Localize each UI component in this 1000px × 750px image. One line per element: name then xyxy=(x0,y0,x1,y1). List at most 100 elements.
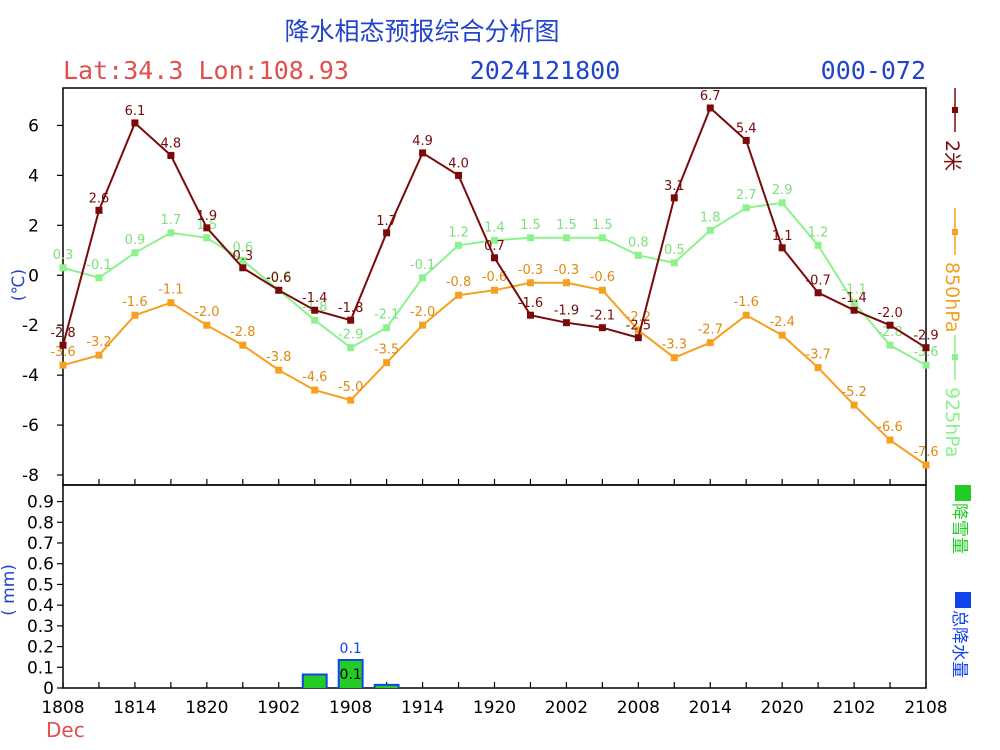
point-t925 xyxy=(383,324,391,332)
point-t850 xyxy=(886,436,894,444)
value-label-t2m: -2.1 xyxy=(590,309,615,324)
temp-ytick-label: 4 xyxy=(28,166,39,186)
value-label-t850: -2.0 xyxy=(194,305,219,320)
point-t2m xyxy=(562,319,570,327)
legend-snow-text: 降雪量 xyxy=(949,503,969,554)
temp-ytick-label: -2 xyxy=(22,316,39,336)
value-label-t850: -0.6 xyxy=(482,270,507,285)
value-label-t850: -5.2 xyxy=(841,385,866,400)
point-t925 xyxy=(670,259,678,267)
point-t925 xyxy=(203,234,211,242)
value-label-t850: -1.6 xyxy=(734,295,759,310)
xtick-label: 2108 xyxy=(904,698,947,718)
run-time-label: 2024121800 xyxy=(470,56,621,85)
total-precip-label: 0.1 xyxy=(340,641,362,657)
value-label-t2m: 4.9 xyxy=(412,134,433,149)
value-label-t2m: -1.4 xyxy=(302,291,327,306)
point-t925 xyxy=(526,234,534,242)
value-label-t925: 1.2 xyxy=(448,225,469,240)
xtick-label: 1808 xyxy=(41,698,84,718)
point-t850 xyxy=(455,291,463,299)
point-t925 xyxy=(491,236,498,244)
value-label-t2m: -2.8 xyxy=(50,326,75,341)
point-t850 xyxy=(922,461,930,469)
point-t2m xyxy=(742,136,750,144)
point-t925 xyxy=(347,344,355,352)
temperature-lines: 0.3 -0.1 0.9 1.7 1.5 0.6 -0.6 -1.8 -2.9 -2.1 -0.1 1… xyxy=(50,89,939,469)
snowfall-bar xyxy=(303,675,326,688)
snowfall-bar xyxy=(339,661,362,688)
value-label-t850: -2.4 xyxy=(769,315,794,330)
point-t2m xyxy=(455,171,463,179)
value-label-t925: 0.6 xyxy=(232,240,253,255)
point-t925 xyxy=(419,274,427,282)
legend-850-text: 850hPa xyxy=(941,262,963,333)
point-t925 xyxy=(167,229,175,237)
value-label-t850: -7.6 xyxy=(913,445,938,460)
point-t850 xyxy=(706,339,714,347)
precip-ytick-label: 0.8 xyxy=(27,513,54,533)
legend-2m-text: 2米 xyxy=(941,140,963,171)
temp-ytick-label: 0 xyxy=(28,266,39,286)
legend-total-swatch xyxy=(955,592,971,608)
value-label-t925: 2.7 xyxy=(736,188,757,203)
precip-ytick-label: 0 xyxy=(43,679,54,699)
point-t850 xyxy=(598,286,606,294)
point-t925 xyxy=(131,249,139,257)
point-t850 xyxy=(634,326,642,334)
forecast-range-label: 000-072 xyxy=(821,56,926,85)
point-t850 xyxy=(742,311,750,319)
point-t2m xyxy=(275,286,283,294)
value-label-t2m: -0.7 xyxy=(805,274,830,289)
point-t850 xyxy=(526,279,534,287)
point-t850 xyxy=(311,386,319,394)
point-t850 xyxy=(131,311,139,319)
point-t850 xyxy=(239,341,247,349)
xtick-label: 1920 xyxy=(473,698,516,718)
value-label-t925: -2.9 xyxy=(338,328,363,343)
value-label-t925: 0.3 xyxy=(53,248,74,263)
value-label-t2m: 4.0 xyxy=(448,156,469,171)
point-t2m xyxy=(526,311,534,319)
precip-ytick-label: 0.1 xyxy=(27,658,54,678)
location-label: Lat:34.3 Lon:108.93 xyxy=(63,56,349,85)
value-label-t2m: -1.6 xyxy=(518,296,543,311)
point-t925 xyxy=(562,234,570,242)
value-label-t925: -0.1 xyxy=(86,258,111,273)
point-t2m xyxy=(598,324,606,332)
value-label-t2m: 1.7 xyxy=(376,214,397,229)
value-label-t925: -0.1 xyxy=(410,258,435,273)
point-t925 xyxy=(814,241,822,249)
point-t925 xyxy=(886,341,894,349)
value-label-t850: -2.8 xyxy=(230,325,255,340)
precip-ytick-label: 0.6 xyxy=(27,555,54,575)
xtick-label: 2002 xyxy=(545,698,588,718)
precipitation-y-axis: 00.10.20.30.40.50.60.70.80.9 ( mm) xyxy=(0,493,63,699)
point-t2m xyxy=(383,229,391,237)
point-t925 xyxy=(778,199,786,207)
point-t850 xyxy=(670,354,678,362)
point-t850 xyxy=(95,351,103,359)
value-label-t2m: -0.6 xyxy=(266,271,291,286)
point-t850 xyxy=(59,361,67,369)
point-t2m xyxy=(670,194,678,202)
point-t2m xyxy=(203,224,211,232)
value-label-t2m: -1.9 xyxy=(554,304,579,319)
value-label-t850: -0.6 xyxy=(590,270,615,285)
value-label-t2m: 0.7 xyxy=(484,239,505,254)
value-label-t925: 0.9 xyxy=(125,233,146,248)
point-t2m xyxy=(167,151,175,159)
point-t2m xyxy=(634,334,642,342)
point-t850 xyxy=(419,321,427,329)
value-label-t850: -5.0 xyxy=(338,380,363,395)
point-t850 xyxy=(562,279,570,287)
value-label-t2m: 6.7 xyxy=(700,89,721,104)
point-t2m xyxy=(706,104,714,112)
value-label-t2m: -2.5 xyxy=(626,319,651,334)
point-t2m xyxy=(850,306,858,314)
value-label-t925: -0.6 xyxy=(266,270,291,285)
xtick-label: 1814 xyxy=(113,698,156,718)
value-label-t925: 1.8 xyxy=(700,210,721,225)
